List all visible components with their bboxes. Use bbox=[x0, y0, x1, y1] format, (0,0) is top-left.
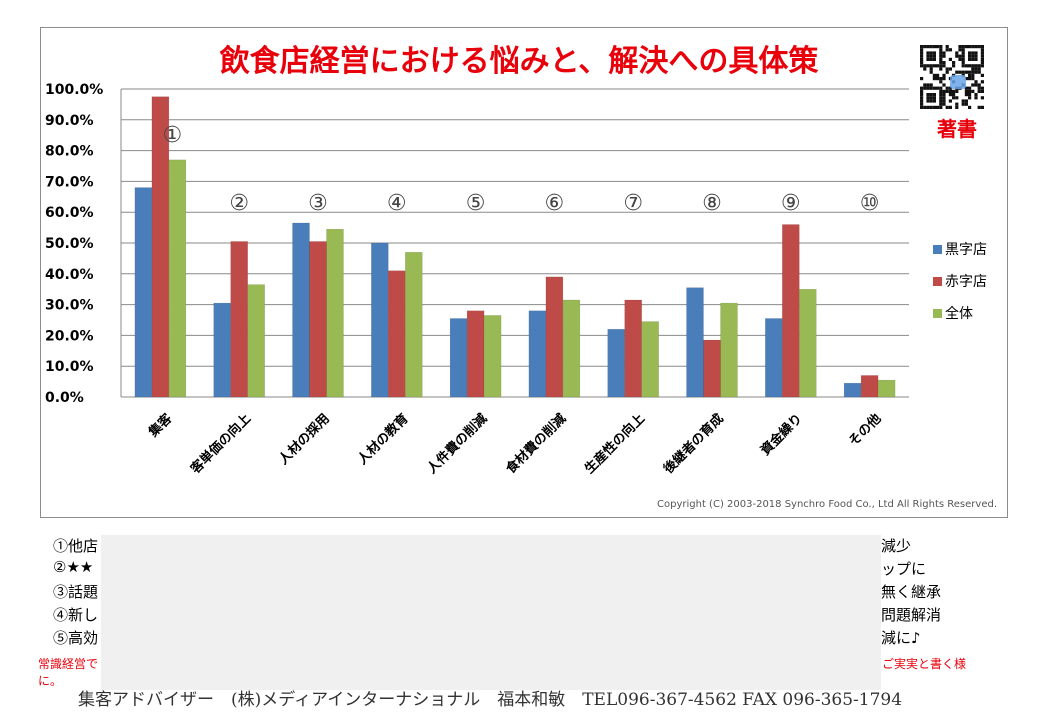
note-line: ③話題 bbox=[53, 583, 99, 601]
red-note-left-2: に。 bbox=[38, 674, 63, 688]
bar-red bbox=[624, 299, 642, 398]
y-tick-label: 50.0% bbox=[45, 236, 94, 252]
bar-red bbox=[782, 224, 800, 398]
bar-total bbox=[168, 159, 187, 398]
x-tick-label: 人材の採用 bbox=[276, 411, 333, 468]
bar-total bbox=[405, 251, 423, 398]
footer-contact: 集客アドバイザー (株)メディアインターナショナル 福本和敏 TEL096-36… bbox=[78, 690, 903, 710]
bar-total bbox=[483, 315, 502, 398]
bar-black bbox=[213, 302, 231, 398]
note-line-right: 減少 bbox=[881, 537, 912, 555]
x-tick-label: 後継者の育成 bbox=[660, 411, 726, 477]
red-note: 常識経営で に。 bbox=[38, 655, 98, 689]
annotation-number: ③ bbox=[308, 191, 328, 216]
copyright-text: Copyright (C) 2003-2018 Synchro Food Co.… bbox=[657, 499, 997, 510]
note-line: ④新し bbox=[53, 606, 99, 624]
bar-red bbox=[388, 270, 406, 398]
y-tick-label: 80.0% bbox=[45, 144, 94, 160]
bar-total bbox=[641, 321, 659, 398]
bar-black bbox=[292, 222, 310, 398]
bar-total bbox=[720, 302, 738, 398]
bar-black bbox=[843, 382, 862, 398]
legend-label: 黒字店 bbox=[945, 242, 987, 258]
bar-black bbox=[607, 328, 625, 398]
x-tick-label: 集客 bbox=[145, 410, 176, 441]
bar-total bbox=[799, 288, 817, 398]
bar-black bbox=[371, 242, 389, 398]
y-tick-label: 90.0% bbox=[45, 113, 94, 129]
note-line-right: 無く継承 bbox=[881, 583, 942, 601]
bar-chart: 飲食店経営における悩みと、解決への具体策 著書 0.0% 10.0% 20.0% 30… bbox=[45, 44, 997, 510]
legend-swatch bbox=[933, 277, 942, 286]
note-line-right: ップに bbox=[881, 560, 927, 578]
annotation-number: ⑥ bbox=[545, 191, 565, 216]
bar-total bbox=[326, 228, 344, 398]
y-tick-label: 10.0% bbox=[45, 359, 94, 375]
legend-swatch bbox=[933, 309, 942, 318]
legend-swatch bbox=[933, 245, 942, 254]
x-tick-label: 資金繰り bbox=[758, 411, 806, 459]
redaction-box bbox=[101, 535, 881, 690]
chart-title: 飲食店経営における悩みと、解決への具体策 bbox=[220, 44, 819, 79]
bar-total bbox=[562, 299, 581, 398]
annotation-number: ① bbox=[163, 123, 183, 148]
note-line: ②★★ bbox=[53, 558, 94, 576]
bar-red bbox=[703, 339, 721, 398]
annotation-number: ⑧ bbox=[702, 191, 722, 216]
bar-black bbox=[765, 318, 783, 398]
y-tick-label: 0.0% bbox=[45, 390, 84, 406]
annotation-number: ⑨ bbox=[781, 191, 801, 216]
y-tick-label: 30.0% bbox=[45, 298, 94, 314]
chart-frame: 飲食店経営における悩みと、解決への具体策 著書 0.0% 10.0% 20.0% 30… bbox=[40, 27, 1008, 518]
bar-red bbox=[860, 375, 879, 398]
y-tick-label: 40.0% bbox=[45, 267, 94, 283]
y-tick-label: 70.0% bbox=[45, 174, 94, 190]
legend-label: 全体 bbox=[945, 305, 973, 322]
note-line-right: 問題解消 bbox=[881, 606, 942, 624]
bar-black bbox=[449, 318, 468, 398]
annotation-number: ② bbox=[229, 191, 249, 216]
x-tick-label: 生産性の向上 bbox=[582, 411, 648, 477]
legend-label: 赤字店 bbox=[945, 274, 987, 290]
note-line-right: 減に♪ bbox=[881, 629, 921, 647]
bar-red bbox=[230, 241, 248, 398]
bar-red bbox=[309, 241, 327, 398]
bar-black bbox=[528, 310, 547, 398]
x-tick-label: 人件費の削減 bbox=[424, 411, 490, 477]
red-note-left: 常識経営で bbox=[38, 657, 99, 671]
bar-red bbox=[466, 310, 485, 398]
y-tick-label: 60.0% bbox=[45, 205, 94, 221]
y-tick-label: 20.0% bbox=[45, 328, 94, 344]
x-tick-label: 食材費の削減 bbox=[503, 411, 569, 477]
annotation-number: ④ bbox=[387, 191, 407, 216]
bar-black bbox=[686, 287, 704, 398]
annotation-number: ⑤ bbox=[466, 191, 486, 216]
x-tick-label: 人材の教育 bbox=[354, 411, 411, 468]
annotation-number: ⑩ bbox=[860, 191, 880, 216]
note-line: ①他店 bbox=[53, 537, 99, 555]
x-tick-label: 客単価の向上 bbox=[188, 411, 254, 477]
bar-black bbox=[134, 187, 153, 398]
x-tick-label: その他 bbox=[846, 411, 885, 450]
bar-red bbox=[545, 276, 564, 398]
red-note-right: ご実実と書く様 bbox=[882, 657, 967, 671]
annotation-number: ⑦ bbox=[623, 191, 643, 216]
y-tick-label: 100.0% bbox=[45, 82, 103, 98]
note-line: ⑤高効 bbox=[53, 629, 99, 647]
qr-code-icon bbox=[920, 45, 984, 109]
author-label: 著書 bbox=[937, 117, 977, 141]
bar-total bbox=[247, 284, 265, 398]
bar-total bbox=[877, 379, 896, 398]
